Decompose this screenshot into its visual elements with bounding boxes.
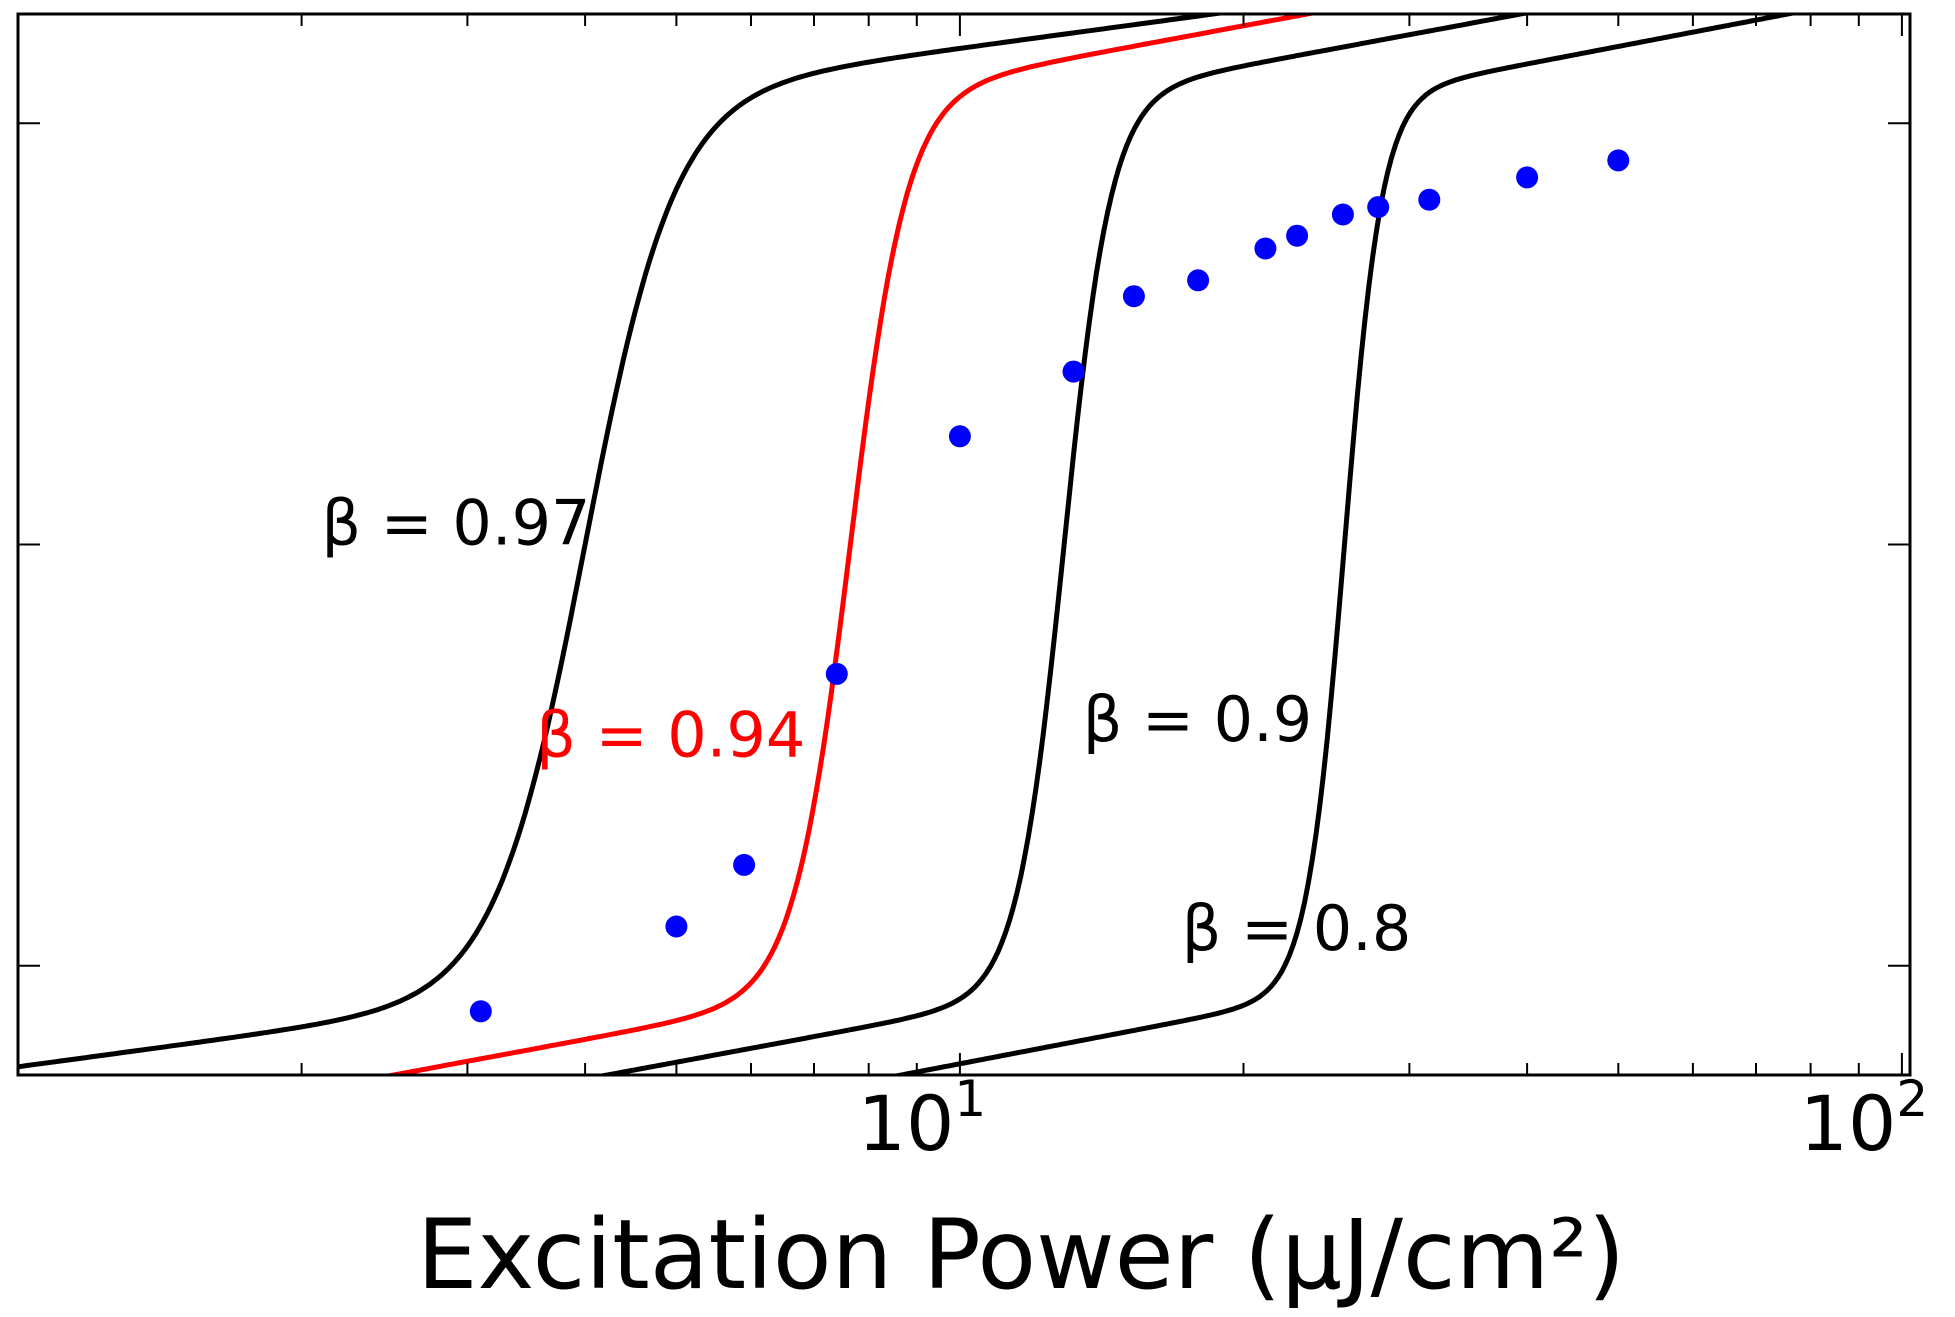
- x-tick-label: 102: [1800, 1070, 1929, 1168]
- annotation-beta-0-94: β = 0.94: [536, 699, 805, 772]
- annotation-layer: β = 0.97 β = 0.94 β = 0.9 β = 0.8: [322, 487, 1412, 965]
- annotation-beta-0-9: β = 0.9: [1083, 683, 1313, 756]
- curve-beta-0-9: [593, 14, 1535, 1075]
- data-point: [469, 1000, 492, 1023]
- plot-frame: [16, 12, 1912, 1077]
- x-tick-label: 101: [858, 1070, 987, 1168]
- data-point: [1254, 237, 1277, 260]
- curve-beta-0-97: [18, 14, 1233, 1070]
- data-point: [1331, 203, 1354, 226]
- annotation-beta-0-97: β = 0.97: [322, 487, 591, 560]
- data-point: [948, 425, 971, 448]
- x-tick-labels: 101 102: [858, 1070, 1929, 1168]
- curves-layer: [18, 14, 1802, 1075]
- x-axis-title: Excitation Power (μJ/cm²): [417, 1199, 1625, 1311]
- annotation-beta-0-8: β = 0.8: [1182, 892, 1412, 965]
- data-point: [665, 915, 688, 938]
- curve-beta-0-8: [888, 14, 1802, 1075]
- data-point: [1516, 166, 1539, 189]
- ticks-layer: [17, 14, 1910, 1075]
- data-point: [1607, 149, 1630, 172]
- data-point: [733, 853, 756, 876]
- data-point: [1418, 188, 1441, 211]
- data-point: [825, 662, 848, 685]
- data-point: [1187, 269, 1210, 292]
- data-point: [1122, 285, 1145, 308]
- curve-beta-0-94: [379, 14, 1321, 1075]
- points-layer: [469, 149, 1630, 1023]
- data-point: [1367, 196, 1390, 219]
- data-point: [1062, 360, 1085, 383]
- data-point: [1286, 224, 1309, 247]
